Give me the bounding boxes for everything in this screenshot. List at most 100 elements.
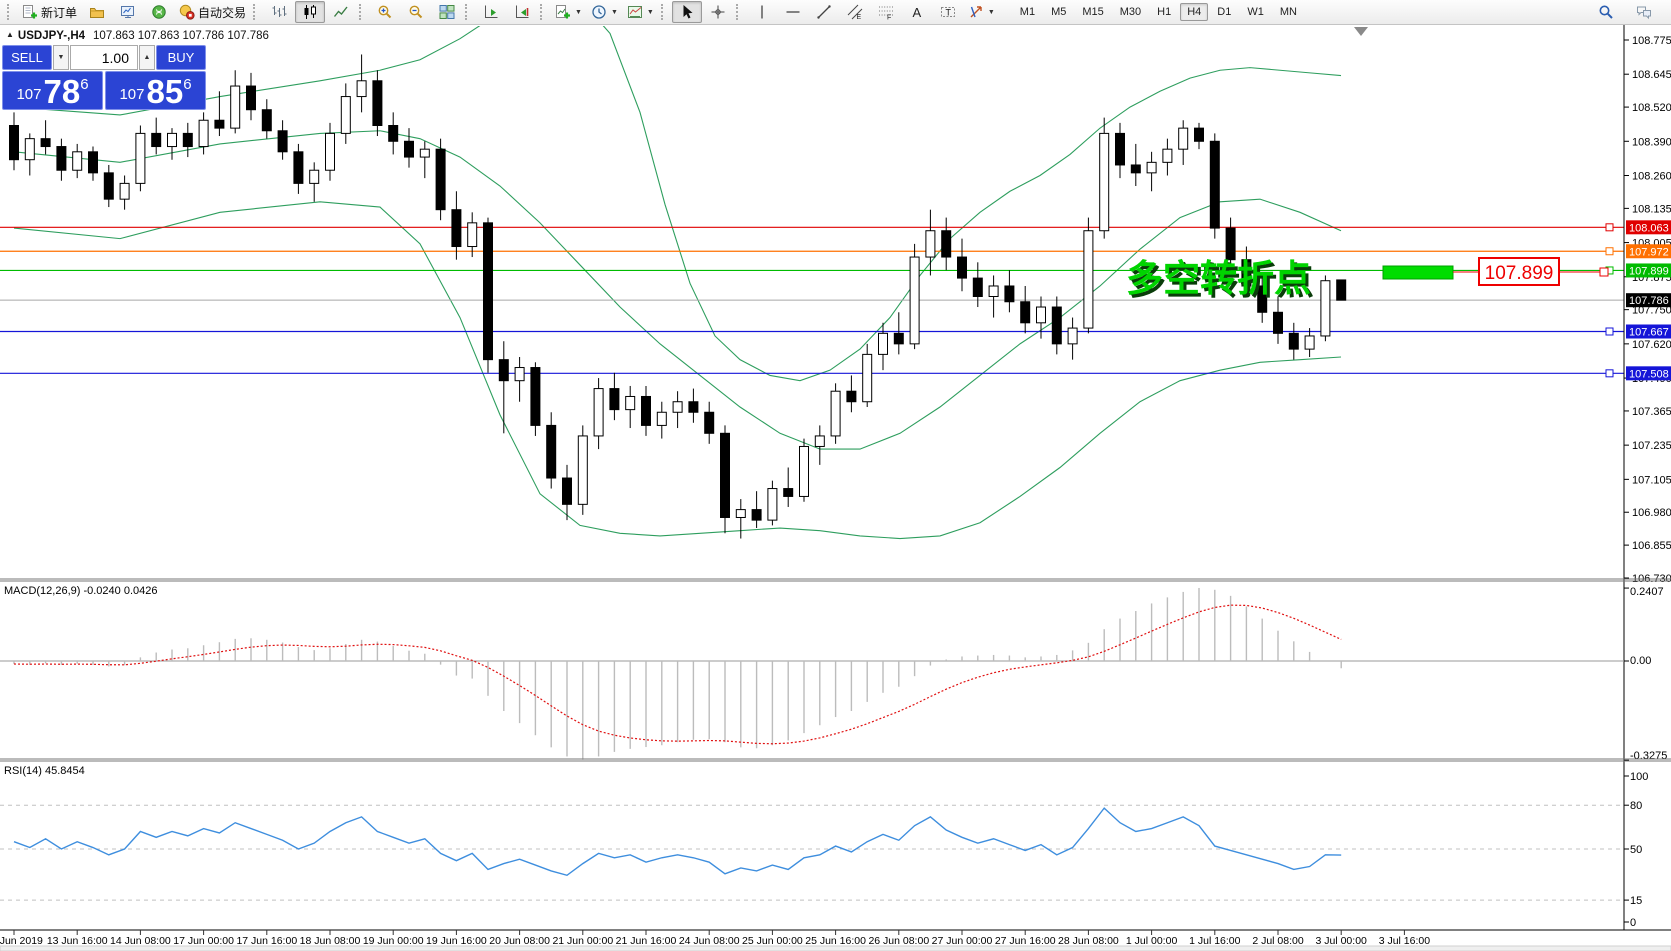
chevron-down-icon[interactable]: ▼ bbox=[575, 8, 582, 16]
date-tick-label: 17 Jun 00:00 bbox=[173, 935, 234, 947]
rsi-scale-label: 50 bbox=[1630, 844, 1642, 856]
zoom-in-icon bbox=[377, 4, 393, 20]
bear-candle bbox=[972, 277, 983, 298]
sell-price[interactable]: 107 78 6 bbox=[2, 71, 103, 110]
vline-icon bbox=[754, 4, 770, 20]
sell-button[interactable]: SELL bbox=[2, 45, 52, 70]
auto-scroll-button[interactable] bbox=[476, 1, 506, 23]
indicators-icon bbox=[555, 4, 571, 20]
macd-pane[interactable]: MACD(12,26,9) -0.0240 0.0426 0.2407 0.00 -0… bbox=[0, 585, 1667, 762]
bar-chart-button[interactable] bbox=[264, 1, 294, 23]
market-watch-button[interactable] bbox=[113, 1, 143, 23]
indicators-button[interactable]: ▼ bbox=[551, 1, 586, 23]
equidistant-channel-button[interactable]: E bbox=[840, 1, 870, 23]
bear-candle bbox=[151, 132, 162, 148]
bear-candle bbox=[451, 209, 462, 248]
zoom-out-icon bbox=[408, 4, 424, 20]
bull-candle bbox=[1067, 327, 1078, 345]
periods-button[interactable]: ▼ bbox=[587, 1, 622, 23]
chevron-down-icon[interactable]: ▼ bbox=[646, 8, 654, 16]
new-order-icon bbox=[22, 4, 38, 20]
date-tick-label: 25 Jun 00:00 bbox=[742, 935, 803, 947]
bull-candle bbox=[593, 388, 604, 437]
buy-price-big: 85 bbox=[146, 72, 184, 110]
text-label-button[interactable]: T bbox=[933, 1, 963, 23]
date-tick-label: 13 Jun 2019 bbox=[0, 935, 43, 947]
templates-button[interactable]: ▼ bbox=[623, 1, 658, 23]
line-chart-button[interactable] bbox=[326, 1, 356, 23]
timeframe-m30[interactable]: M30 bbox=[1119, 6, 1142, 18]
bottom-scroll-strip bbox=[0, 945, 1671, 951]
volume-down-button[interactable]: ▼ bbox=[53, 45, 69, 70]
trendline-button[interactable] bbox=[809, 1, 839, 23]
vertical-line-button[interactable] bbox=[747, 1, 777, 23]
fibonacci-button[interactable]: F bbox=[871, 1, 901, 23]
bull-candle bbox=[799, 445, 809, 497]
volume-input[interactable]: 1.00 bbox=[70, 45, 138, 70]
price-tick-label: 108.260 bbox=[1632, 170, 1671, 182]
price-tick-label: 107.235 bbox=[1632, 440, 1671, 452]
buy-price[interactable]: 107 85 6 bbox=[105, 71, 206, 110]
timeframe-m15[interactable]: M15 bbox=[1082, 6, 1104, 18]
timeframe-d1[interactable]: D1 bbox=[1217, 6, 1232, 18]
date-tick-label: 1 Jul 00:00 bbox=[1126, 935, 1178, 947]
tile-windows-button[interactable] bbox=[432, 1, 462, 23]
date-tick-label: 21 Jun 00:00 bbox=[552, 935, 613, 947]
date-tick-label: 3 Jul 00:00 bbox=[1316, 935, 1368, 947]
timeframe-w1[interactable]: W1 bbox=[1247, 6, 1264, 18]
horizontal-line-button[interactable] bbox=[778, 1, 808, 23]
trendline-icon bbox=[816, 4, 832, 20]
chart-shift-icon bbox=[514, 4, 530, 20]
bear-candle bbox=[751, 509, 762, 521]
chevron-down-icon[interactable]: ▼ bbox=[987, 8, 995, 16]
timeframe-m5[interactable]: M5 bbox=[1051, 6, 1067, 18]
chart-shift-button[interactable] bbox=[507, 1, 537, 23]
timeframe-m1[interactable]: M1 bbox=[1019, 6, 1036, 18]
toolbar-grip bbox=[735, 4, 742, 20]
bear-candle bbox=[1194, 127, 1204, 142]
zoom-out-button[interactable] bbox=[401, 1, 431, 23]
timeframe-h4[interactable]: H4 bbox=[1180, 3, 1209, 21]
price-tick-label: 106.855 bbox=[1632, 540, 1671, 552]
chat-button[interactable] bbox=[1629, 1, 1659, 23]
timeframe-mn[interactable]: MN bbox=[1279, 6, 1297, 18]
bear-candle bbox=[88, 151, 98, 174]
signals-icon bbox=[151, 4, 167, 20]
rsi-pane[interactable]: RSI(14) 45.8454 100 80 50 15 0 bbox=[0, 765, 1648, 929]
chevron-down-icon[interactable]: ▼ bbox=[610, 8, 618, 16]
bear-candle bbox=[435, 148, 446, 211]
toolbar-grip bbox=[540, 4, 546, 20]
bear-candle bbox=[277, 130, 288, 153]
crosshair-button[interactable] bbox=[703, 1, 733, 23]
search-button[interactable] bbox=[1591, 1, 1621, 23]
zoom-in-button[interactable] bbox=[370, 1, 400, 23]
buy-button[interactable]: BUY bbox=[156, 45, 206, 70]
candlestick-chart-button[interactable] bbox=[295, 1, 326, 23]
auto-trading-button[interactable]: 自动交易 bbox=[175, 1, 250, 23]
chart-shift-marker bbox=[1354, 27, 1368, 36]
rsi-scale-label: 0 bbox=[1630, 917, 1636, 929]
arrows-button[interactable]: ▼ bbox=[964, 1, 999, 23]
volume-up-button[interactable]: ▲ bbox=[139, 45, 155, 70]
bear-candle bbox=[1288, 332, 1299, 350]
new-order-button[interactable]: 新订单 bbox=[18, 1, 81, 23]
price-tick-label: 107.750 bbox=[1632, 305, 1671, 317]
cursor-button[interactable] bbox=[671, 1, 702, 23]
timeframe-h1[interactable]: H1 bbox=[1157, 6, 1172, 18]
bid-axis-label: 107.786 bbox=[1629, 295, 1669, 307]
profiles-button[interactable] bbox=[82, 1, 112, 23]
text-button[interactable]: A bbox=[902, 1, 932, 23]
timeframe-toolbar: M1 M5 M15 M30 H1 H4 D1 W1 MN bbox=[1013, 3, 1304, 21]
horizontal-lines[interactable] bbox=[0, 223, 1624, 378]
collapse-panel-icon[interactable]: ▲ bbox=[6, 30, 14, 39]
auto-trading-icon bbox=[179, 4, 195, 20]
date-tick-label: 14 Jun 08:00 bbox=[110, 935, 171, 947]
price-tick-label: 107.365 bbox=[1632, 406, 1671, 418]
signals-button[interactable] bbox=[144, 1, 174, 23]
cursor-icon bbox=[679, 4, 695, 20]
bull-candle bbox=[135, 132, 146, 184]
